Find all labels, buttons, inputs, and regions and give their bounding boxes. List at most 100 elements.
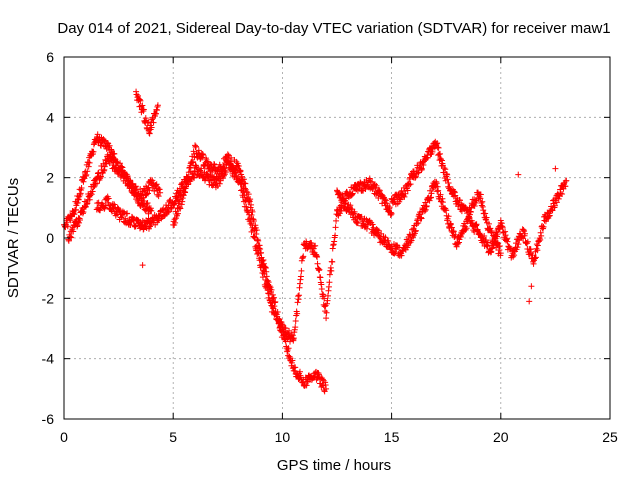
- data-points: [61, 88, 570, 395]
- data-point: [209, 182, 216, 189]
- data-point: [254, 244, 261, 251]
- data-point: [294, 299, 301, 306]
- data-point: [445, 179, 452, 186]
- data-point: [422, 199, 429, 206]
- data-point: [342, 199, 349, 206]
- x-tick-label: 15: [384, 429, 400, 445]
- y-tick-label: -4: [42, 351, 55, 367]
- data-point: [557, 190, 564, 197]
- data-point: [261, 271, 268, 278]
- data-point: [511, 252, 518, 259]
- data-point: [363, 225, 370, 232]
- data-point: [528, 283, 535, 290]
- data-point: [148, 124, 155, 131]
- data-point: [180, 192, 187, 199]
- data-point: [262, 276, 269, 283]
- data-point: [64, 223, 71, 230]
- data-point: [133, 91, 140, 98]
- data-point: [259, 274, 266, 281]
- data-point: [326, 279, 333, 286]
- data-point: [192, 143, 199, 150]
- data-point: [200, 151, 207, 158]
- data-point: [488, 229, 495, 236]
- data-point: [357, 180, 364, 187]
- data-point: [381, 196, 388, 203]
- data-point: [497, 250, 504, 257]
- x-axis-title: GPS time / hours: [277, 457, 391, 474]
- data-point: [369, 221, 376, 228]
- data-point: [84, 168, 91, 175]
- data-point: [296, 292, 303, 299]
- data-point: [320, 291, 327, 298]
- data-point: [482, 210, 489, 217]
- data-point: [423, 203, 430, 210]
- data-point: [444, 176, 451, 183]
- data-point: [300, 253, 307, 260]
- y-tick-label: 2: [46, 170, 54, 186]
- data-point: [285, 345, 292, 352]
- data-point: [67, 233, 74, 240]
- data-point: [494, 231, 501, 238]
- data-point: [443, 207, 450, 214]
- data-point: [552, 165, 559, 172]
- data-point: [316, 266, 323, 273]
- data-point: [297, 273, 304, 280]
- y-tick-label: 6: [46, 49, 54, 65]
- x-tick-labels: 0 5 10 15 20 25: [60, 429, 618, 445]
- data-point: [323, 315, 330, 322]
- data-point: [426, 197, 433, 204]
- data-point: [404, 187, 411, 194]
- data-point: [248, 201, 255, 208]
- data-point: [522, 230, 529, 237]
- data-point: [388, 210, 395, 217]
- data-point: [447, 220, 454, 227]
- data-point: [92, 180, 99, 187]
- y-tick-label: -6: [42, 411, 55, 427]
- data-point: [526, 251, 533, 258]
- data-point: [488, 245, 495, 252]
- data-point: [216, 180, 223, 187]
- data-point: [266, 290, 273, 297]
- data-point: [504, 238, 511, 245]
- data-point: [456, 197, 463, 204]
- data-point: [249, 227, 256, 234]
- data-point: [146, 187, 153, 194]
- data-point: [412, 173, 419, 180]
- data-point: [515, 171, 522, 178]
- data-point: [563, 177, 570, 184]
- data-point: [94, 131, 101, 138]
- data-point: [347, 202, 354, 209]
- data-point: [502, 232, 509, 239]
- data-point: [146, 130, 153, 137]
- data-point: [150, 119, 157, 126]
- data-point: [412, 227, 419, 234]
- data-point: [354, 219, 361, 226]
- data-point: [143, 191, 150, 198]
- data-point: [531, 255, 538, 262]
- data-point: [298, 267, 305, 274]
- data-point: [106, 142, 113, 149]
- data-point: [78, 185, 85, 192]
- data-point: [149, 177, 156, 184]
- data-point: [455, 240, 462, 247]
- data-point: [241, 192, 248, 199]
- data-point: [318, 286, 325, 293]
- data-point: [314, 254, 321, 261]
- data-point: [401, 193, 408, 200]
- data-point: [484, 239, 491, 246]
- data-point: [110, 158, 117, 165]
- data-point: [418, 215, 425, 222]
- data-point: [290, 335, 297, 342]
- data-point: [85, 163, 92, 170]
- data-point: [349, 190, 356, 197]
- data-point: [292, 324, 299, 331]
- data-point: [247, 196, 254, 203]
- data-point: [383, 200, 390, 207]
- data-point: [101, 163, 108, 170]
- data-point: [238, 180, 245, 187]
- x-tick-label: 20: [493, 429, 509, 445]
- data-point: [294, 310, 301, 317]
